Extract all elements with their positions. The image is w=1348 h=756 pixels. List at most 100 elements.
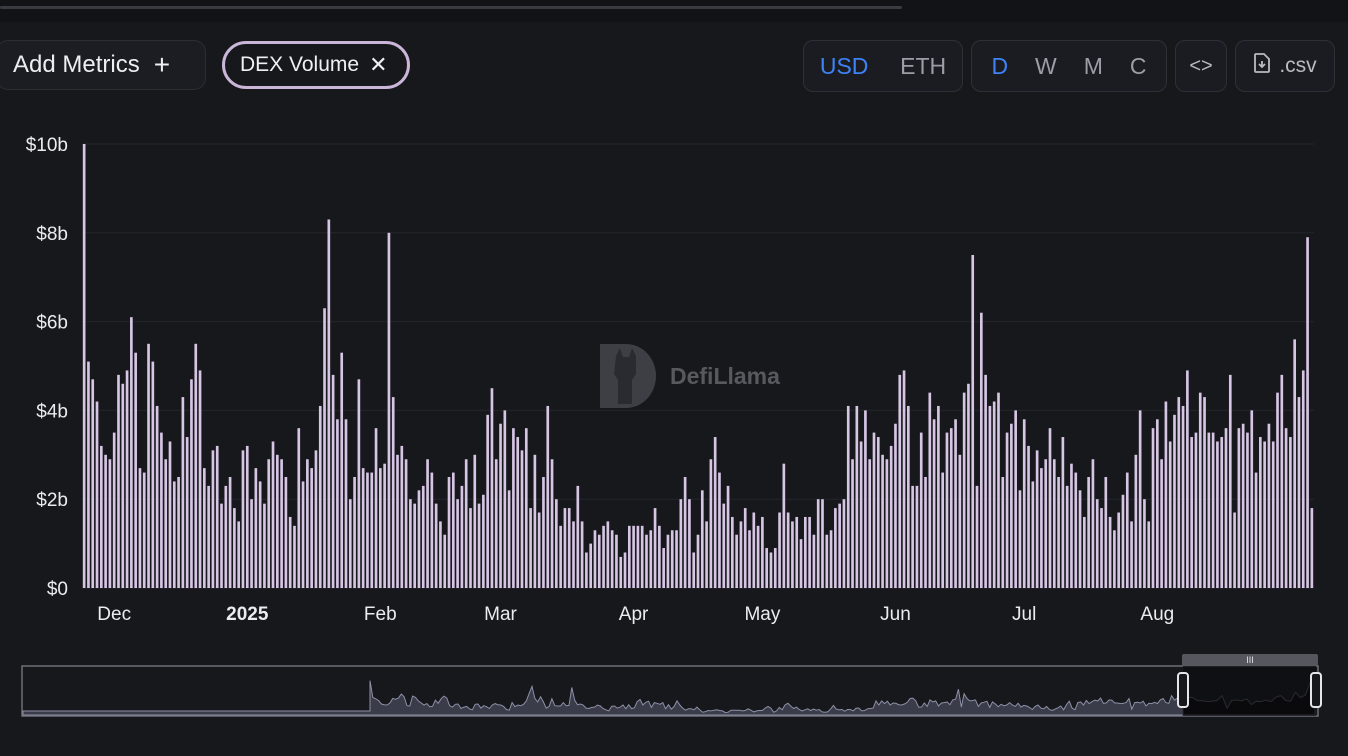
volume-bar[interactable] [1113,530,1116,588]
volume-bar[interactable] [688,499,691,588]
volume-bar[interactable] [748,530,751,588]
volume-bar[interactable] [147,343,150,588]
volume-bar[interactable] [211,450,215,588]
volume-bar[interactable] [726,485,730,588]
volume-bar[interactable] [992,401,996,588]
volume-bar[interactable] [477,503,481,588]
volume-bar[interactable] [803,516,807,588]
volume-bar[interactable] [984,374,987,588]
volume-bar[interactable] [413,503,417,588]
volume-bar[interactable] [439,521,442,588]
volume-bar[interactable] [563,508,567,588]
volume-bar[interactable] [142,472,146,588]
volume-bar[interactable] [834,508,837,588]
volume-bar[interactable] [1134,454,1138,588]
volume-bar[interactable] [99,445,103,588]
volume-bar[interactable] [1083,516,1086,588]
volume-bar[interactable] [567,508,571,588]
embed-button[interactable]: <> [1175,40,1227,92]
volume-bar[interactable] [451,472,455,588]
volume-bar[interactable] [1121,494,1125,588]
volume-bar[interactable] [151,361,155,588]
volume-bar[interactable] [846,405,850,588]
volume-bar[interactable] [967,383,970,588]
volume-bar[interactable] [1014,410,1017,588]
volume-bar[interactable] [400,445,404,588]
volume-bar[interactable] [1005,432,1009,588]
volume-bar[interactable] [275,454,279,588]
period-option-c[interactable]: C [1129,52,1147,79]
volume-bar[interactable] [1001,477,1005,588]
volume-bar[interactable] [1267,423,1271,588]
volume-bar[interactable] [1027,445,1030,588]
volume-bar[interactable] [383,463,386,588]
volume-bar[interactable] [271,441,275,588]
volume-bar[interactable] [718,472,721,588]
volume-bar[interactable] [859,441,863,588]
volume-bar[interactable] [1108,516,1112,588]
volume-bar[interactable] [1194,432,1198,588]
volume-bar[interactable] [722,503,726,588]
volume-bar[interactable] [881,454,884,588]
volume-bar[interactable] [224,485,228,588]
volume-bar[interactable] [520,450,524,588]
volume-bar[interactable] [765,548,769,588]
volume-bar[interactable] [507,490,511,588]
volume-bar[interactable] [1254,472,1258,588]
volume-bar[interactable] [769,552,773,588]
volume-bar[interactable] [1138,410,1142,588]
volume-bar[interactable] [323,308,326,588]
volume-bar[interactable] [1237,428,1241,588]
volume-bar[interactable] [1228,374,1232,588]
volume-bar[interactable] [297,428,301,588]
range-brush[interactable]: III [0,640,1348,730]
volume-bar[interactable] [130,317,133,588]
volume-bar[interactable] [645,534,648,588]
volume-bar[interactable] [932,419,936,588]
volume-bar[interactable] [366,472,369,588]
volume-bar[interactable] [417,490,421,588]
volume-bar[interactable] [696,534,700,588]
volume-bar[interactable] [1164,401,1168,588]
volume-bar[interactable] [1301,370,1305,588]
volume-bar[interactable] [821,499,824,588]
volume-bar[interactable] [876,437,880,588]
volume-bar[interactable] [1117,512,1121,588]
volume-bar[interactable] [181,397,185,588]
volume-bar[interactable] [619,556,623,588]
volume-bar[interactable] [1207,432,1211,588]
volume-bar[interactable] [1276,392,1279,588]
volume-bar[interactable] [782,463,786,588]
volume-bar[interactable] [692,552,696,588]
volume-bar[interactable] [898,374,902,588]
volume-bar[interactable] [250,499,253,588]
volume-bar[interactable] [1263,441,1266,588]
volume-bar[interactable] [512,428,515,588]
volume-bar[interactable] [1173,414,1176,588]
volume-bar[interactable] [353,477,356,588]
volume-bar[interactable] [1104,477,1108,588]
volume-bar[interactable] [855,405,859,588]
volume-bar[interactable] [379,468,382,588]
volume-bar[interactable] [555,499,558,588]
volume-bar[interactable] [838,503,841,588]
volume-bar[interactable] [585,552,588,588]
volume-bar[interactable] [82,144,86,588]
volume-bar[interactable] [361,468,365,588]
volume-bar[interactable] [1186,370,1189,588]
brush-drag-bar[interactable] [1182,654,1318,666]
volume-bar[interactable] [1246,432,1249,588]
volume-bar[interactable] [670,530,674,588]
volume-bar[interactable] [357,379,361,588]
volume-bar[interactable] [572,521,575,588]
volume-bar[interactable] [791,521,794,588]
volume-bar[interactable] [340,352,344,588]
volume-bar[interactable] [799,539,803,588]
volume-bar[interactable] [95,401,99,588]
volume-bar[interactable] [816,499,820,588]
volume-bar[interactable] [1022,419,1026,588]
volume-bar[interactable] [348,499,352,588]
volume-bar[interactable] [447,477,451,588]
volume-bar[interactable] [911,485,914,588]
volume-bar[interactable] [1052,459,1056,588]
